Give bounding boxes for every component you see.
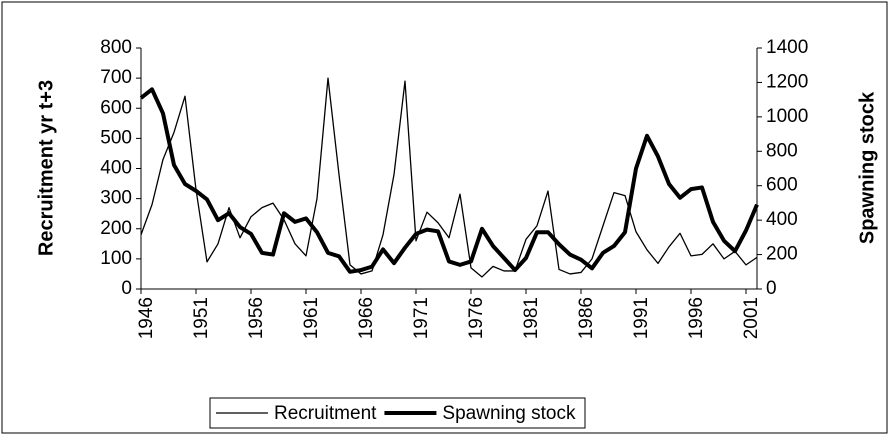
y2-tick-label: 1200 [766, 71, 808, 92]
y-tick-label: 300 [100, 188, 132, 209]
y-tick-label: 100 [100, 248, 132, 269]
x-tick-label: 1966 [356, 297, 377, 339]
y-axis-title: Recruitment yr t+3 [35, 80, 57, 256]
x-tick-label: 1981 [521, 297, 542, 339]
x-tick-label: 1986 [576, 297, 597, 339]
y2-tick-label: 200 [766, 244, 798, 265]
y2-tick-label: 1000 [766, 106, 808, 127]
x-tick-label: 1946 [136, 297, 157, 339]
y-tick-label: 400 [100, 158, 132, 179]
chart-border [1, 1, 888, 434]
x-tick-label: 1996 [686, 297, 707, 339]
legend-label: Spawning stock [442, 403, 576, 424]
y-tick-label: 500 [100, 127, 132, 148]
x-tick-label: 1976 [466, 297, 487, 339]
x-tick-label: 1971 [411, 297, 432, 339]
y2-tick-label: 600 [766, 175, 798, 196]
y-tick-label: 700 [100, 67, 132, 88]
y-tick-label: 600 [100, 97, 132, 118]
y-tick-label: 0 [121, 278, 132, 299]
y-tick-label: 200 [100, 218, 132, 239]
y-tick-label: 800 [100, 37, 132, 58]
series-line [139, 87, 759, 274]
y2-tick-label: 1400 [766, 37, 808, 58]
y2-tick-label: 800 [766, 140, 798, 161]
y2-axis-title: Spawning stock [856, 91, 878, 244]
y2-tick-label: 400 [766, 209, 798, 230]
x-tick-label: 1951 [191, 297, 212, 339]
legend-label: Recruitment [274, 403, 377, 424]
x-tick-label: 2001 [741, 297, 762, 339]
x-tick-label: 1956 [246, 297, 267, 339]
x-tick-label: 1991 [631, 297, 652, 339]
y2-tick-label: 0 [766, 278, 777, 299]
x-tick-label: 1961 [301, 297, 322, 339]
